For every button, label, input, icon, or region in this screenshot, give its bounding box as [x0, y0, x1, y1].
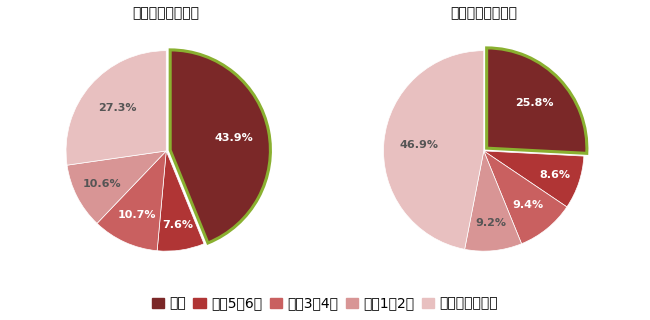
- Wedge shape: [384, 51, 484, 249]
- Wedge shape: [170, 50, 270, 243]
- Text: 25.8%: 25.8%: [515, 98, 553, 108]
- Text: 7.6%: 7.6%: [162, 220, 193, 230]
- Text: 10.7%: 10.7%: [118, 210, 157, 220]
- Wedge shape: [157, 151, 204, 251]
- Title: 》浴槽に浸かる》: 》浴槽に浸かる》: [133, 6, 200, 20]
- Text: 27.3%: 27.3%: [98, 103, 136, 113]
- Text: 46.9%: 46.9%: [399, 140, 438, 150]
- Text: 8.6%: 8.6%: [540, 170, 571, 180]
- Title: 》シャワーのみ》: 》シャワーのみ》: [450, 6, 517, 20]
- Wedge shape: [66, 51, 166, 165]
- Text: 10.6%: 10.6%: [83, 179, 122, 189]
- Text: 9.2%: 9.2%: [475, 218, 506, 228]
- Text: 9.4%: 9.4%: [512, 200, 543, 210]
- Text: 43.9%: 43.9%: [214, 133, 254, 143]
- Wedge shape: [465, 151, 521, 251]
- Wedge shape: [97, 151, 166, 251]
- Wedge shape: [484, 151, 567, 244]
- Wedge shape: [487, 48, 587, 153]
- Legend: 毎日, 週に5～6日, 週に3～4日, 週に1～2日, それ以下の頻度: 毎日, 週に5～6日, 週に3～4日, 週に1～2日, それ以下の頻度: [146, 291, 504, 316]
- Wedge shape: [67, 151, 166, 223]
- Wedge shape: [484, 151, 584, 207]
